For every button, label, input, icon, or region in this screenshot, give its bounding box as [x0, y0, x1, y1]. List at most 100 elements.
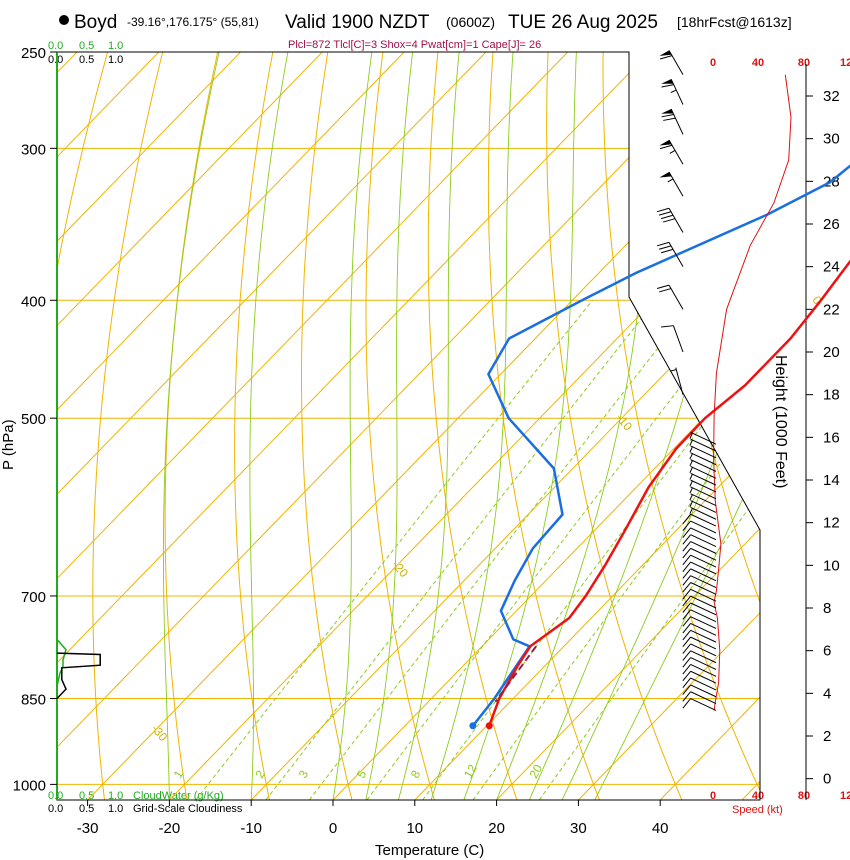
wind-barb-low	[682, 698, 717, 711]
barb-staff	[672, 325, 684, 353]
barb-staff	[690, 534, 717, 548]
barb-half	[689, 508, 693, 514]
mixing-ratio-12	[472, 299, 760, 800]
isotherm-30	[573, 52, 760, 800]
speed-top-tick-120: 12	[840, 57, 850, 69]
moist-adiabat--10	[249, 52, 293, 800]
barb-flag	[660, 214, 674, 220]
mixing-ratio-2	[265, 299, 657, 800]
barb-flag	[682, 691, 692, 702]
barb-flag	[682, 602, 692, 613]
wind-barb-low	[682, 513, 717, 527]
barb-staff	[690, 527, 717, 541]
speed-bottom-tick-0: 0	[710, 790, 716, 802]
wind-barb	[656, 284, 684, 310]
moist-adiabat-32	[594, 52, 760, 800]
mixing-ratio-label: 20	[526, 762, 545, 781]
isotherm--10	[245, 52, 760, 800]
isotherm--40	[57, 52, 753, 800]
wind-barb-low	[689, 479, 717, 493]
pressure-tick-label: 400	[21, 293, 46, 310]
wind-barb-low	[689, 466, 717, 479]
plot-frame	[56, 51, 761, 801]
barb-flag	[682, 568, 692, 579]
height-tick-label: 2	[823, 728, 831, 745]
wind-barb-low	[682, 691, 717, 705]
barb-flag	[661, 113, 674, 118]
barb-flag	[682, 616, 692, 627]
forecast-info: [18hrFcst@1613z]	[677, 14, 792, 30]
mixing-ratio-1	[195, 299, 593, 800]
barb-half	[689, 446, 693, 453]
cloud-top-green-tick-1: 0.5	[79, 40, 94, 52]
height-tick-label: 20	[823, 344, 840, 361]
height-tick-label: 16	[823, 429, 840, 446]
barb-half	[667, 178, 674, 183]
mixing-ratio-5	[366, 299, 748, 800]
moist-adiabat-28	[561, 52, 760, 800]
barb-pennant	[661, 79, 674, 84]
barb-flag	[682, 684, 692, 695]
wind-barb-low	[682, 554, 717, 568]
wind-barb-low	[682, 595, 717, 609]
barb-half	[689, 480, 693, 487]
dry-adiabat-0	[301, 52, 354, 800]
barb-flag	[682, 657, 692, 668]
barb-flag	[682, 548, 692, 559]
parcel-line	[494, 645, 537, 703]
barb-staff	[675, 367, 684, 395]
barb-staff	[690, 568, 717, 582]
isotherm--60	[57, 52, 590, 800]
barb-flag	[682, 527, 692, 538]
mixing-ratio-label: 3	[296, 768, 312, 781]
barb-flag	[682, 582, 692, 593]
pressure-tick-label: 500	[21, 411, 46, 428]
barb-flag	[682, 520, 692, 531]
cloudiness-tick-2: 1.0	[108, 803, 123, 815]
barb-half	[670, 369, 677, 372]
barb-staff	[668, 208, 684, 233]
barb-pennant	[659, 172, 672, 178]
barb-half	[689, 432, 693, 439]
cloud-top-black-tick-1: 0.5	[79, 54, 94, 66]
barb-half	[669, 149, 676, 154]
wind-barb-low	[682, 616, 717, 629]
sounding-profiles	[56, 164, 850, 730]
barb-staff	[690, 609, 717, 623]
barb-staff	[690, 623, 717, 636]
barb-half	[670, 89, 677, 94]
wind-barb-low	[682, 568, 717, 582]
speed-axis-label: Speed (kt)	[732, 804, 783, 816]
dewpoint-line	[471, 164, 850, 727]
wind-barb-low	[682, 588, 717, 602]
cloud-water-tick-0: 0.0	[48, 790, 63, 802]
wind-barb	[661, 78, 684, 105]
barb-staff	[690, 493, 717, 507]
barb-half	[689, 501, 693, 508]
mixing-ratio-label: 8	[408, 768, 424, 781]
barb-flag	[658, 211, 672, 216]
wind-barb	[656, 207, 684, 233]
moist-adiabat-8	[397, 52, 462, 800]
height-tick-label: 0	[823, 771, 831, 788]
barb-staff	[690, 506, 717, 520]
barb-staff	[690, 452, 717, 466]
cloudiness-line	[56, 652, 101, 700]
temp-tick-label: -30	[77, 820, 99, 837]
wind-barb-low	[682, 684, 717, 698]
barb-staff	[690, 636, 717, 650]
wind-barb	[656, 241, 684, 267]
wind-barb	[670, 367, 684, 395]
barb-pennant	[661, 109, 674, 114]
wind-barb-low	[682, 582, 717, 595]
wind-barb-low	[682, 561, 717, 575]
y-axis-label: P (hPa)	[0, 419, 17, 470]
wind-barb-low	[682, 670, 717, 684]
moist-adiabat-12	[430, 52, 516, 800]
dry-adiabat--30	[92, 52, 169, 800]
barb-staff	[690, 541, 717, 554]
barb-flag	[682, 595, 692, 607]
background-grid	[57, 52, 760, 800]
wind-barb-low	[682, 629, 717, 643]
barb-staff	[670, 78, 684, 105]
